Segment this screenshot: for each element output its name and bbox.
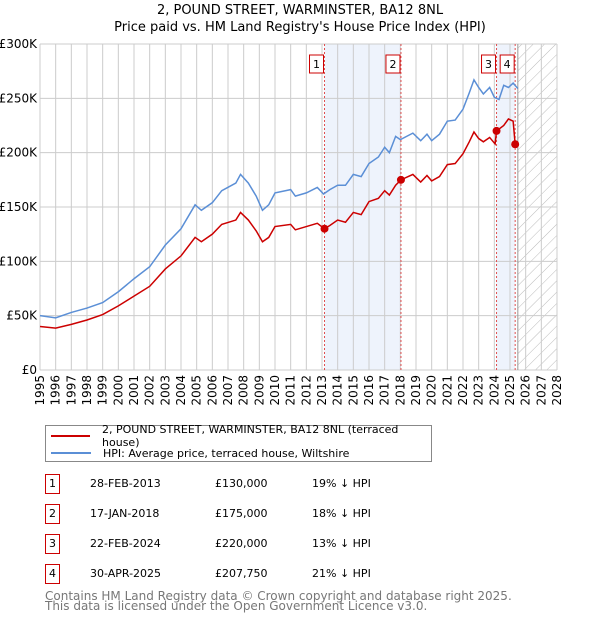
legend-item-property: 2, POUND STREET, WARMINSTER, BA12 8NL (t… xyxy=(46,423,431,449)
x-tick-label: 1996 xyxy=(49,375,63,406)
sale-price: £175,000 xyxy=(215,507,268,520)
sale-date: 17-JAN-2018 xyxy=(90,507,160,520)
x-tick-label: 2028 xyxy=(550,375,564,406)
legend-label: HPI: Average price, terraced house, Wilt… xyxy=(103,446,350,460)
y-tick-label: £300K xyxy=(0,37,38,51)
sale-hpi-diff: 21% ↓ HPI xyxy=(312,567,371,580)
y-tick-label: £100K xyxy=(0,254,38,268)
footer-line-2: This data is licensed under the Open Gov… xyxy=(45,599,428,613)
y-tick-label: £200K xyxy=(0,146,38,160)
sale-number-box xyxy=(385,54,401,74)
x-tick-label: 2015 xyxy=(346,375,360,406)
sale-row: 4 30-APR-2025 £207,750 21% ↓ HPI xyxy=(45,564,445,584)
x-tick-label: 1998 xyxy=(80,375,94,406)
sale-number: 1 xyxy=(45,474,60,494)
y-tick-label: £150K xyxy=(0,200,38,214)
legend-swatch-blue xyxy=(51,452,91,454)
sale-hpi-diff: 18% ↓ HPI xyxy=(312,507,371,520)
x-tick-label: 2013 xyxy=(315,375,329,406)
sale-price: £130,000 xyxy=(215,477,268,490)
sale-number: 3 xyxy=(45,534,60,554)
x-tick-label: 2027 xyxy=(534,375,548,406)
sale-date: 22-FEB-2024 xyxy=(90,537,161,550)
sale-number-label: 4 xyxy=(504,58,511,71)
x-tick-label: 2003 xyxy=(158,375,172,406)
y-tick-label: £50K xyxy=(6,309,38,323)
legend-label: 2, POUND STREET, WARMINSTER, BA12 8NL (t… xyxy=(102,423,399,449)
x-tick-label: 2024 xyxy=(487,375,501,406)
footer-line-1: Contains HM Land Registry data © Crown c… xyxy=(45,589,512,603)
x-tick-label: 1995 xyxy=(33,375,47,406)
sale-number-label: 1 xyxy=(313,58,320,71)
chart-title: 2, POUND STREET, WARMINSTER, BA12 8NL xyxy=(156,3,444,18)
sale-number: 4 xyxy=(45,564,60,584)
x-tick-label: 2023 xyxy=(472,375,486,406)
x-tick-label: 2010 xyxy=(268,375,282,406)
x-tick-label: 2026 xyxy=(519,375,533,406)
sale-date: 30-APR-2025 xyxy=(90,567,162,580)
sale-price: £220,000 xyxy=(215,537,268,550)
x-tick-label: 2007 xyxy=(221,375,235,406)
x-tick-label: 2017 xyxy=(378,375,392,406)
series-line-price-paid xyxy=(39,118,516,329)
x-tick-label: 2025 xyxy=(503,375,517,406)
x-tick-label: 1999 xyxy=(96,375,110,406)
sale-point xyxy=(320,224,329,233)
legend-swatch-red xyxy=(51,435,91,437)
x-tick-label: 2018 xyxy=(393,375,407,406)
sale-date: 28-FEB-2013 xyxy=(90,477,161,490)
chart-subtitle: Price paid vs. HM Land Registry's House … xyxy=(114,20,486,35)
sale-point xyxy=(396,175,405,184)
x-tick-label: 2012 xyxy=(299,375,313,406)
x-tick-label: 2019 xyxy=(409,375,423,406)
x-tick-label: 2008 xyxy=(237,375,251,406)
x-tick-label: 1997 xyxy=(64,375,78,406)
x-tick-label: 2000 xyxy=(111,375,125,406)
sale-price: £207,750 xyxy=(215,567,268,580)
x-tick-label: 2004 xyxy=(174,375,188,406)
x-tick-label: 2020 xyxy=(425,375,439,406)
sale-row: 2 17-JAN-2018 £175,000 18% ↓ HPI xyxy=(45,504,445,524)
sale-hpi-diff: 19% ↓ HPI xyxy=(312,477,371,490)
x-tick-label: 2022 xyxy=(456,375,470,406)
legend-item-hpi: HPI: Average price, terraced house, Wilt… xyxy=(46,445,349,461)
x-tick-label: 2006 xyxy=(205,375,219,406)
sale-number-box xyxy=(499,54,515,74)
x-tick-label: 2001 xyxy=(127,375,141,406)
x-tick-label: 2021 xyxy=(440,375,454,406)
sale-number-label: 2 xyxy=(389,58,396,71)
sale-number-label: 3 xyxy=(485,58,492,71)
x-tick-label: 2014 xyxy=(331,375,345,406)
sale-point xyxy=(492,126,501,135)
sale-row: 3 22-FEB-2024 £220,000 13% ↓ HPI xyxy=(45,534,445,554)
x-tick-label: 2002 xyxy=(143,375,157,406)
sale-point xyxy=(511,140,520,149)
series-line-hpi xyxy=(39,78,519,319)
sale-number-box xyxy=(481,54,497,74)
x-tick-label: 2009 xyxy=(252,375,266,406)
y-tick-label: £250K xyxy=(0,91,38,105)
sale-hpi-diff: 13% ↓ HPI xyxy=(312,537,371,550)
x-tick-label: 2016 xyxy=(362,375,376,406)
sale-row: 1 28-FEB-2013 £130,000 19% ↓ HPI xyxy=(45,474,445,494)
legend: 2, POUND STREET, WARMINSTER, BA12 8NL (t… xyxy=(45,423,432,462)
x-tick-label: 2011 xyxy=(284,375,298,406)
y-tick-label: £0 xyxy=(22,363,37,377)
sale-number: 2 xyxy=(45,504,60,524)
x-tick-label: 2005 xyxy=(190,375,204,406)
sale-number-box xyxy=(309,54,325,74)
